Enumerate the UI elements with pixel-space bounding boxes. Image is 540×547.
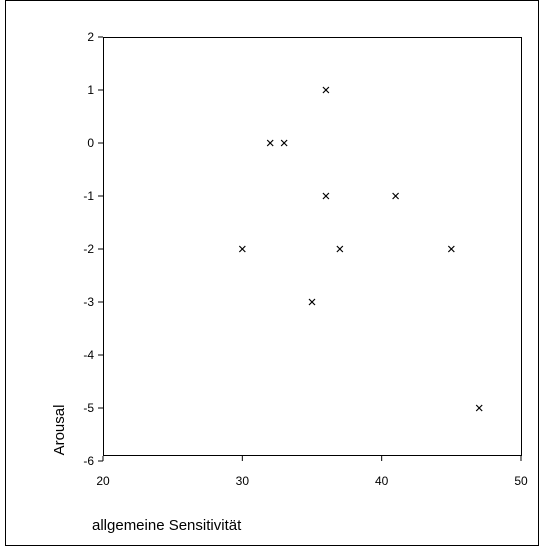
x-tick-label: 20	[96, 474, 110, 488]
x-tick-label: 40	[375, 474, 389, 488]
y-tick-label: -3	[83, 295, 94, 309]
data-point	[280, 139, 288, 147]
data-point	[308, 298, 316, 306]
x-tick-label: 50	[514, 474, 528, 488]
y-tick-label: -4	[83, 348, 94, 362]
data-point	[392, 192, 400, 200]
data-point	[475, 404, 483, 412]
plot-area	[103, 37, 522, 456]
y-tick-label: -1	[83, 189, 94, 203]
data-point	[322, 86, 330, 94]
y-tick-label: -6	[83, 454, 94, 468]
y-axis-title: Arousal	[51, 405, 68, 456]
y-tick-label: -2	[83, 242, 94, 256]
y-tick-label: 2	[87, 30, 94, 44]
data-point	[447, 245, 455, 253]
y-tick-label: 0	[87, 136, 94, 150]
x-axis-ticks: 20 30 40 50	[96, 456, 528, 488]
outer-frame	[5, 0, 539, 546]
y-axis-ticks: 2 1 0 -1 -2 -3 -4 -5 -6	[83, 30, 103, 468]
x-tick-label: 30	[236, 474, 250, 488]
data-point	[322, 192, 330, 200]
data-point	[238, 245, 246, 253]
y-tick-label: -5	[83, 401, 94, 415]
data-point	[266, 139, 274, 147]
data-points	[238, 86, 483, 412]
y-tick-label: 1	[87, 83, 94, 97]
x-axis-title: allgemeine Sensitivität	[92, 517, 242, 534]
data-point	[336, 245, 344, 253]
